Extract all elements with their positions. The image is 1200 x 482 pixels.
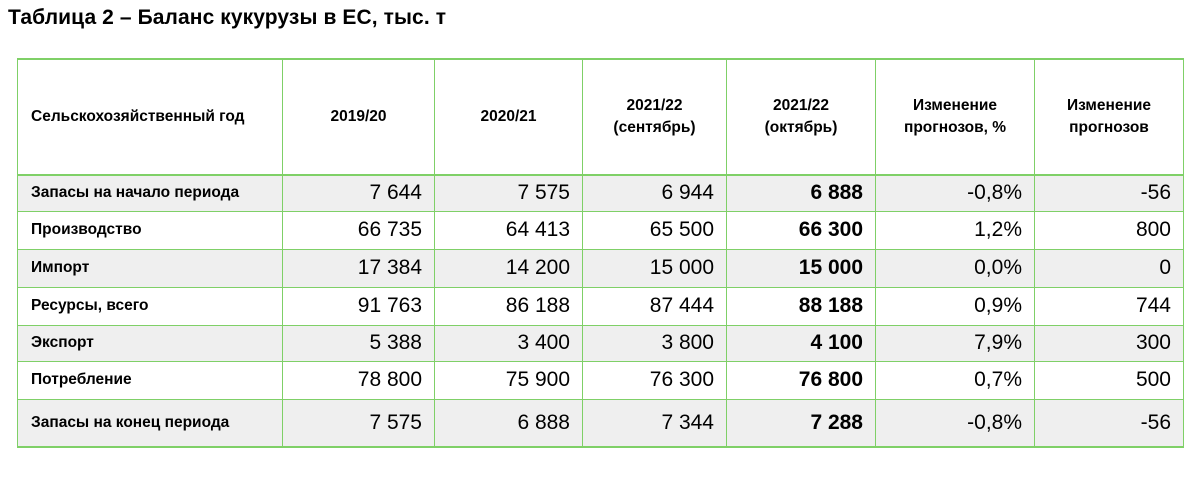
- table-cell: 76 800: [726, 361, 876, 400]
- table-cell: 1,2%: [875, 211, 1035, 250]
- table-cell: 66 735: [282, 211, 435, 250]
- table-cell: 88 188: [726, 287, 876, 326]
- table-row: Ресурсы, всего 91 763 86 188 87 444 88 188 0,…: [17, 287, 1184, 326]
- table-cell: 7,9%: [875, 325, 1035, 362]
- table-cell: 744: [1034, 287, 1184, 326]
- row-label: Импорт: [17, 249, 283, 288]
- table-cell: 15 000: [582, 249, 727, 288]
- table-row: Потребление 78 800 75 900 76 300 76 800 0,7% 5…: [17, 361, 1184, 400]
- table-cell: 6 888: [434, 399, 583, 448]
- row-label: Запасы на конец периода: [17, 399, 283, 448]
- column-header: 2020/21: [434, 58, 583, 176]
- table-title: Таблица 2 – Баланс кукурузы в ЕС, тыс. т: [8, 6, 447, 29]
- table-cell: 75 900: [434, 361, 583, 400]
- table-cell: 17 384: [282, 249, 435, 288]
- row-label: Экспорт: [17, 325, 283, 362]
- table-cell: 0: [1034, 249, 1184, 288]
- table-header-row: Сельскохозяйственный год 2019/20 2020/21…: [17, 58, 1184, 176]
- table-cell: 300: [1034, 325, 1184, 362]
- row-label: Производство: [17, 211, 283, 250]
- row-label: Запасы на начало периода: [17, 175, 283, 212]
- corn-balance-table: Сельскохозяйственный год 2019/20 2020/21…: [17, 58, 1184, 448]
- column-header: Изменение прогнозов: [1034, 58, 1184, 176]
- table-cell: 91 763: [282, 287, 435, 326]
- table-cell: 65 500: [582, 211, 727, 250]
- table-cell: 3 800: [582, 325, 727, 362]
- table-cell: -56: [1034, 175, 1184, 212]
- table-row: Запасы на конец периода 7 575 6 888 7 344 7 …: [17, 399, 1184, 448]
- column-header: 2021/22 (сентябрь): [582, 58, 727, 176]
- column-header: Изменение прогнозов, %: [875, 58, 1035, 176]
- table-cell: 7 644: [282, 175, 435, 212]
- column-header-year: Сельскохозяйственный год: [17, 58, 283, 176]
- table-cell: 64 413: [434, 211, 583, 250]
- row-label: Ресурсы, всего: [17, 287, 283, 326]
- table-cell: -0,8%: [875, 399, 1035, 448]
- table-cell: 87 444: [582, 287, 727, 326]
- table-cell: 76 300: [582, 361, 727, 400]
- table-cell: 4 100: [726, 325, 876, 362]
- table-cell: 3 400: [434, 325, 583, 362]
- table-cell: 86 188: [434, 287, 583, 326]
- table-cell: 6 944: [582, 175, 727, 212]
- table-cell: 7 288: [726, 399, 876, 448]
- table-row: Запасы на начало периода 7 644 7 575 6 944 6…: [17, 175, 1184, 212]
- table-cell: 66 300: [726, 211, 876, 250]
- table-cell: 7 575: [282, 399, 435, 448]
- table-cell: -0,8%: [875, 175, 1035, 212]
- table-cell: 0,9%: [875, 287, 1035, 326]
- table-cell: 0,0%: [875, 249, 1035, 288]
- table-cell: 800: [1034, 211, 1184, 250]
- table-cell: -56: [1034, 399, 1184, 448]
- table-row: Производство 66 735 64 413 65 500 66 300 1,2%…: [17, 211, 1184, 250]
- row-label: Потребление: [17, 361, 283, 400]
- table-cell: 6 888: [726, 175, 876, 212]
- table-cell: 15 000: [726, 249, 876, 288]
- table-cell: 5 388: [282, 325, 435, 362]
- table-row: Импорт 17 384 14 200 15 000 15 000 0,0% 0: [17, 249, 1184, 288]
- table-cell: 14 200: [434, 249, 583, 288]
- table-cell: 500: [1034, 361, 1184, 400]
- table-cell: 78 800: [282, 361, 435, 400]
- table-cell: 0,7%: [875, 361, 1035, 400]
- column-header: 2021/22 (октябрь): [726, 58, 876, 176]
- table-cell: 7 344: [582, 399, 727, 448]
- table-row: Экспорт 5 388 3 400 3 800 4 100 7,9% 300: [17, 325, 1184, 362]
- table-cell: 7 575: [434, 175, 583, 212]
- column-header: 2019/20: [282, 58, 435, 176]
